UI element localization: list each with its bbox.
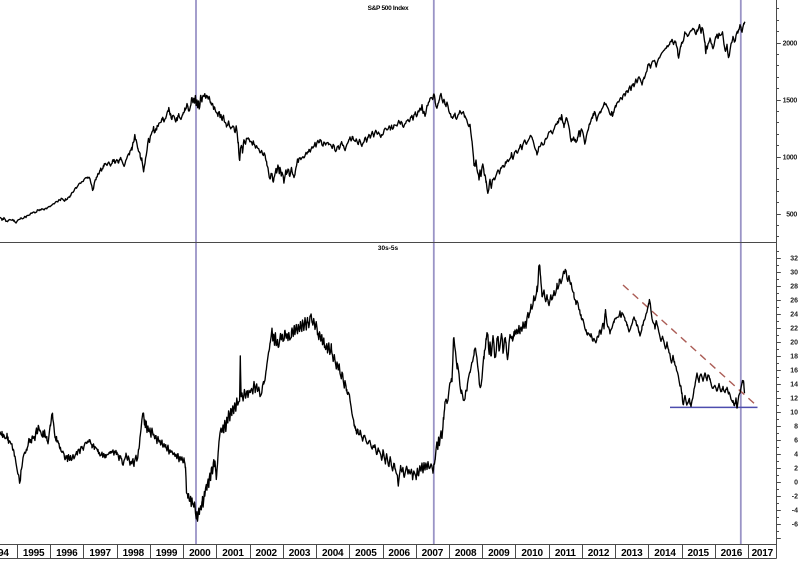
svg-text:30s-5s: 30s-5s: [378, 245, 399, 252]
svg-text:2016: 2016: [721, 548, 743, 559]
svg-text:10: 10: [790, 409, 798, 416]
svg-text:2009: 2009: [488, 548, 510, 559]
svg-text:14: 14: [790, 381, 798, 388]
svg-text:1998: 1998: [123, 548, 145, 559]
svg-text:2004: 2004: [322, 548, 344, 559]
svg-text:18: 18: [790, 353, 798, 360]
svg-text:32: 32: [790, 255, 798, 262]
svg-text:2000: 2000: [189, 548, 211, 559]
svg-text:2014: 2014: [654, 548, 676, 559]
svg-text:30: 30: [790, 269, 798, 276]
svg-text:2005: 2005: [355, 548, 377, 559]
svg-text:-6: -6: [792, 521, 798, 528]
svg-text:6: 6: [794, 437, 798, 444]
svg-text:12: 12: [790, 395, 798, 402]
svg-text:2002: 2002: [255, 548, 277, 559]
svg-text:22: 22: [790, 325, 798, 332]
svg-text:26: 26: [790, 297, 798, 304]
svg-text:0: 0: [794, 479, 798, 486]
svg-text:2007: 2007: [422, 548, 444, 559]
svg-text:-2: -2: [792, 493, 798, 500]
svg-text:2008: 2008: [455, 548, 477, 559]
svg-text:4: 4: [794, 451, 798, 458]
svg-text:-4: -4: [792, 507, 798, 514]
svg-text:2010: 2010: [521, 548, 543, 559]
svg-text:2011: 2011: [555, 548, 577, 559]
svg-text:1994: 1994: [0, 548, 9, 559]
svg-text:S&P 500 Index: S&P 500 Index: [368, 5, 409, 12]
svg-text:2017: 2017: [752, 548, 774, 559]
svg-text:16: 16: [790, 367, 798, 374]
svg-text:1997: 1997: [89, 548, 111, 559]
svg-text:2003: 2003: [289, 548, 311, 559]
svg-text:2001: 2001: [222, 548, 244, 559]
svg-text:1996: 1996: [56, 548, 78, 559]
svg-text:2013: 2013: [621, 548, 643, 559]
svg-text:8: 8: [794, 423, 798, 430]
svg-text:24: 24: [790, 311, 798, 318]
svg-text:2000: 2000: [783, 40, 798, 47]
svg-text:2: 2: [794, 465, 798, 472]
svg-text:2012: 2012: [588, 548, 610, 559]
svg-text:20: 20: [790, 339, 798, 346]
svg-text:1999: 1999: [156, 548, 178, 559]
svg-text:500: 500: [786, 211, 797, 218]
svg-text:1500: 1500: [783, 97, 798, 104]
svg-text:1000: 1000: [783, 154, 798, 161]
svg-text:1995: 1995: [23, 548, 45, 559]
svg-text:2015: 2015: [687, 548, 709, 559]
svg-text:28: 28: [790, 283, 798, 290]
svg-text:2006: 2006: [388, 548, 410, 559]
